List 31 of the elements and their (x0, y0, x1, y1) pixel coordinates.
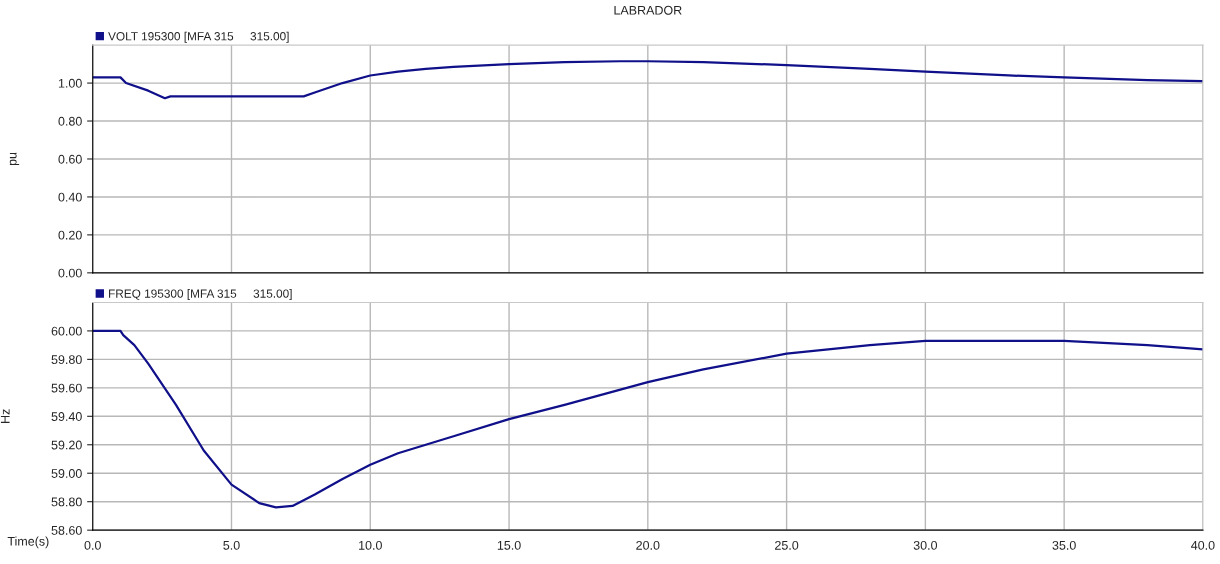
legend-label: FREQ 195300 [MFA 315 315.00] (109, 289, 292, 301)
line-series (92, 329, 1203, 509)
y-tick-label: 0.40 (58, 192, 82, 202)
y-tick-label: 58.60 (51, 525, 82, 535)
x-tick-label: 25.0 (775, 540, 799, 550)
y-tick-label: 58.80 (51, 497, 82, 507)
y-tick-label: 59.60 (51, 383, 82, 393)
y-tick-label: 59.40 (51, 412, 82, 421)
x-tick-label: 30.0 (913, 540, 938, 550)
x-tick-label: 5.0 (223, 540, 240, 550)
line-series (92, 60, 1203, 100)
y-tick-label: 60.00 (51, 326, 82, 336)
chart-title: LABRADOR (614, 5, 682, 15)
y-tick-label: 0.00 (58, 268, 82, 278)
x-tick-label: 35.0 (1052, 540, 1076, 550)
y-tick-label: 59.00 (51, 469, 82, 478)
y-tick-label: 0.80 (58, 116, 82, 126)
x-tick-label: 0.0 (84, 540, 101, 550)
y-tick-label: 0.60 (58, 154, 82, 164)
y-tick-label: 59.20 (51, 440, 82, 450)
y-axis-title: Hz (0, 409, 10, 423)
y-tick-label: 1.00 (58, 78, 82, 88)
x-tick-label: 40.0 (1191, 540, 1215, 550)
x-axis-title: Time(s) (7, 536, 49, 549)
y-axis-title: pu (9, 152, 20, 166)
y-tick-label: 0.20 (58, 230, 82, 240)
x-tick-label: 10.0 (359, 540, 382, 550)
legend-label: VOLT 195300 [MFA 315 315.00] (108, 31, 289, 43)
y-tick-label: 59.80 (51, 355, 82, 365)
x-tick-label: 20.0 (636, 540, 660, 550)
x-tick-label: 15.0 (497, 540, 521, 550)
